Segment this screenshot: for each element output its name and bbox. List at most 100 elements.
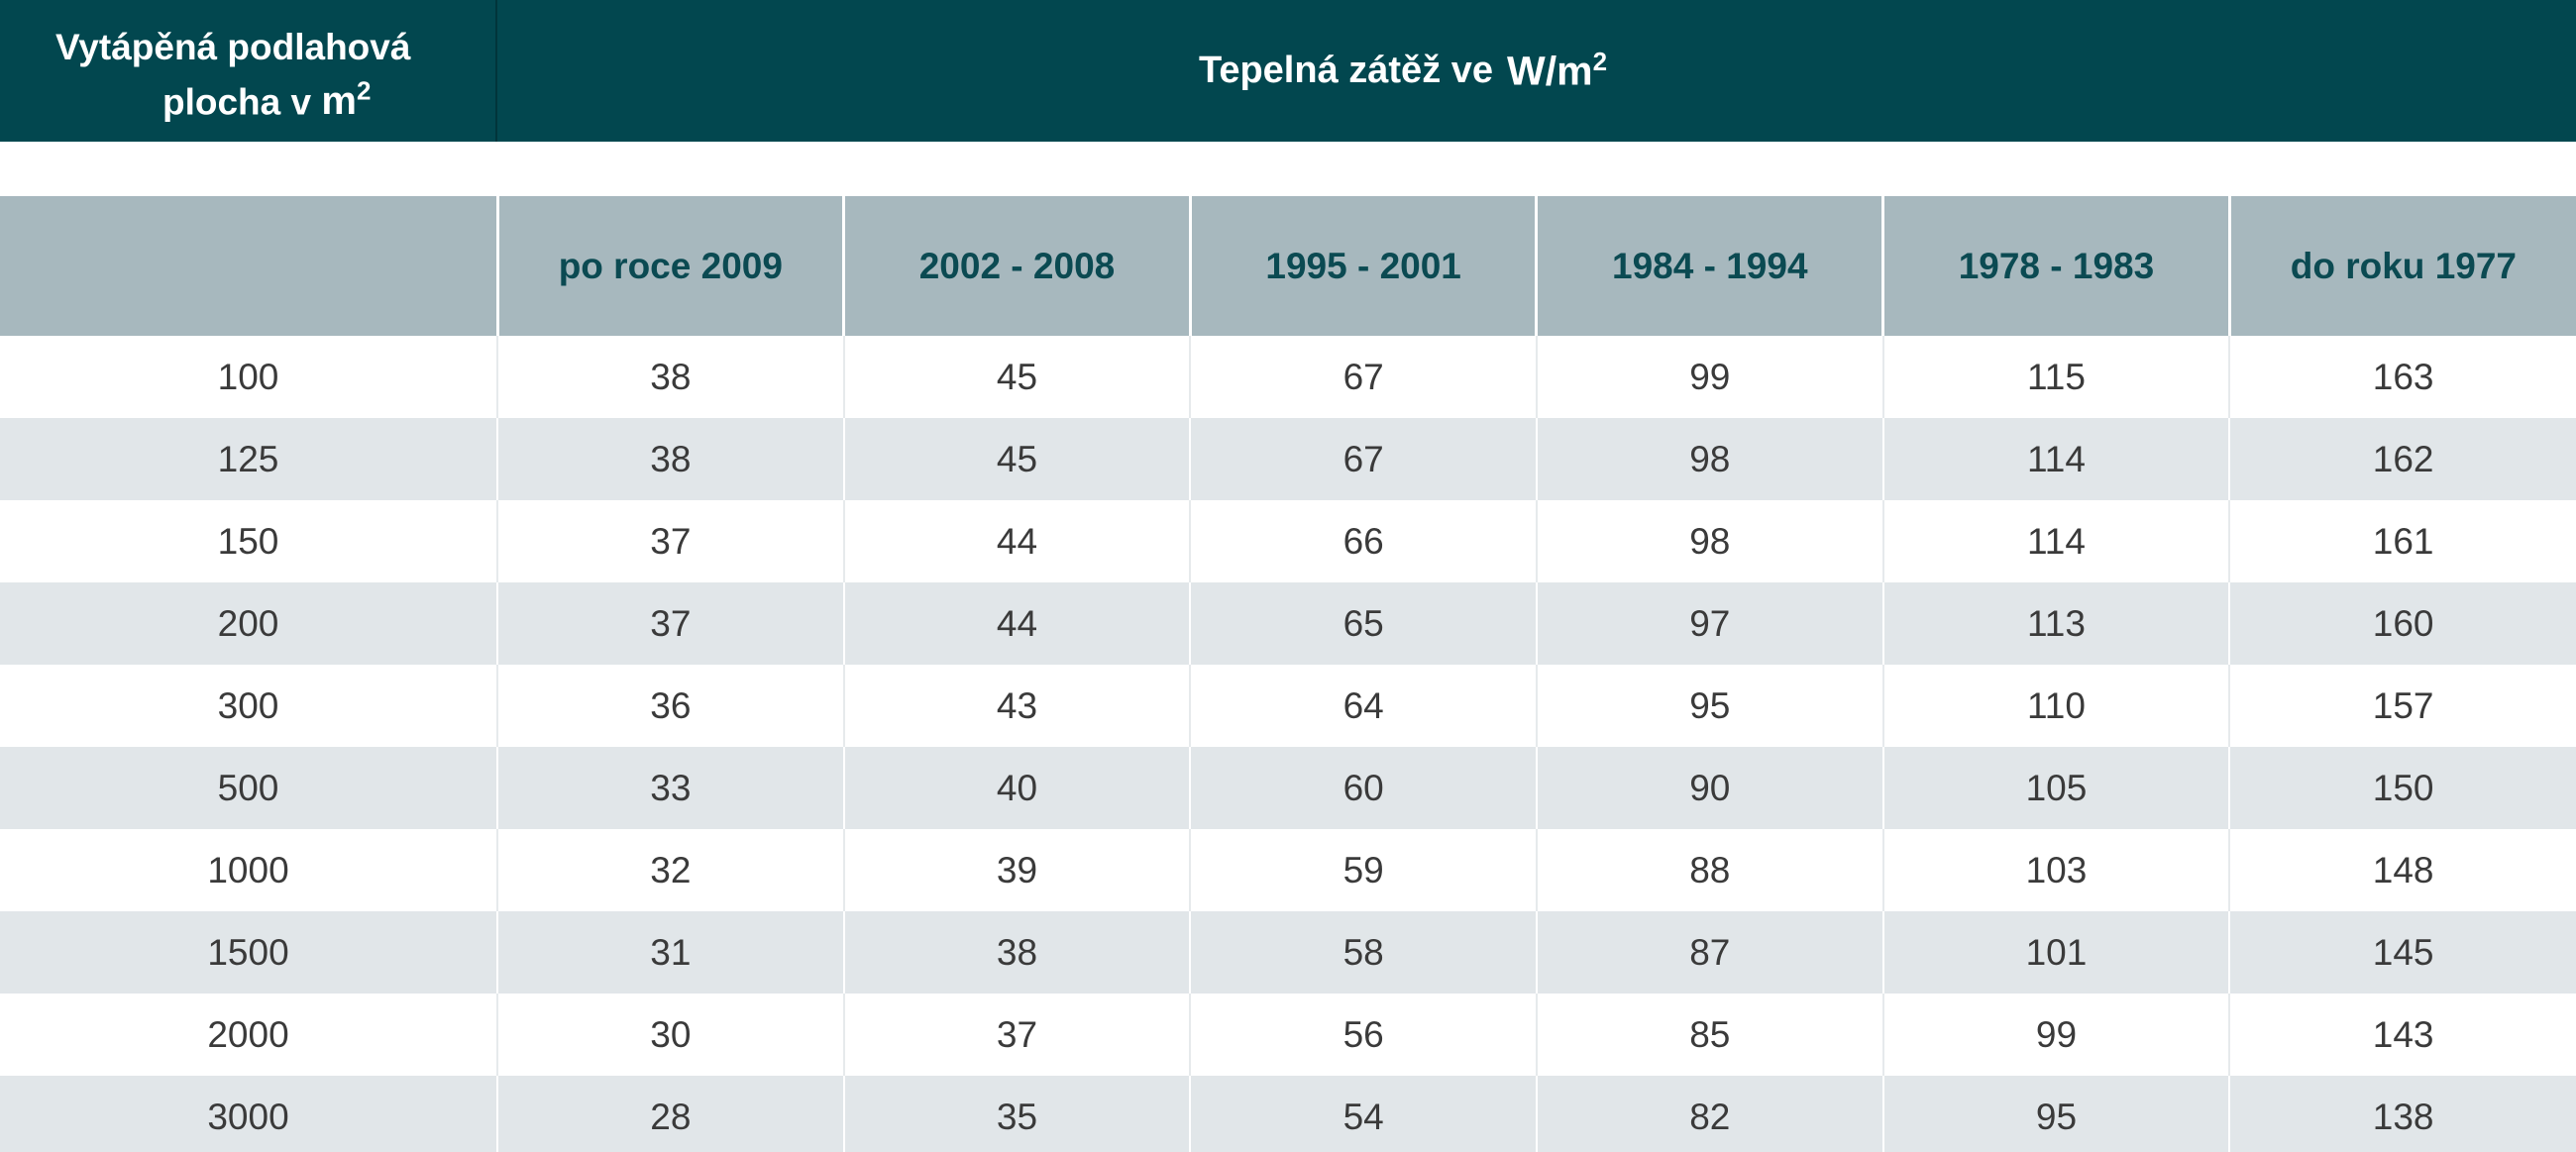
heat-load-cell: 59 (1189, 829, 1537, 911)
heat-load-cell: 88 (1535, 829, 1883, 911)
heat-load-cell: 33 (496, 747, 844, 829)
heat-load-cell: 43 (842, 665, 1191, 747)
heat-load-cell: 32 (496, 829, 844, 911)
heat-load-cell: 39 (842, 829, 1191, 911)
heat-load-cell: 99 (1881, 994, 2230, 1076)
heat-load-cell: 97 (1535, 582, 1883, 665)
area-unit: m2 (321, 76, 372, 124)
heat-load-cell: 31 (496, 911, 844, 994)
table-body: 100 38 45 67 99 115 163 125 38 45 67 98 114 162 150 37 4… (0, 336, 2576, 1152)
heat-load-cell: 162 (2228, 418, 2576, 500)
table-title-bar: Vytápěná podlahová plocha v m2 Tepelná z… (0, 0, 2576, 142)
heat-load-cell: 44 (842, 582, 1191, 665)
heat-load-cell: 38 (496, 336, 844, 418)
heat-load-cell: 36 (496, 665, 844, 747)
area-cell: 3000 (0, 1076, 497, 1152)
heat-load-cell: 45 (842, 336, 1191, 418)
year-column-header: po roce 2009 (495, 196, 844, 336)
heat-load-cell: 115 (1881, 336, 2230, 418)
table-row: 150 37 44 66 98 114 161 (0, 500, 2576, 582)
heat-load-cell: 40 (842, 747, 1191, 829)
heat-load-cell: 67 (1189, 336, 1537, 418)
heat-load-title-text: Tepelná zátěž ve (1198, 50, 1494, 91)
area-unit-exponent: 2 (356, 76, 372, 106)
heat-load-unit: W/m2 (1507, 47, 1607, 95)
heat-load-cell: 113 (1881, 582, 2230, 665)
area-title-line1: Vytápěná podlahová (55, 27, 411, 67)
heat-load-cell: 45 (842, 418, 1191, 500)
heat-load-cell: 150 (2228, 747, 2576, 829)
heat-load-cell: 85 (1535, 994, 1883, 1076)
heat-load-cell: 148 (2228, 829, 2576, 911)
table-row: 500 33 40 60 90 105 150 (0, 747, 2576, 829)
table-row: 125 38 45 67 98 114 162 (0, 418, 2576, 500)
heat-load-cell: 87 (1535, 911, 1883, 994)
heat-load-cell: 157 (2228, 665, 2576, 747)
area-column-header (0, 196, 497, 336)
heat-load-cell: 95 (1881, 1076, 2230, 1152)
heat-load-cell: 114 (1881, 500, 2230, 582)
heat-load-cell: 114 (1881, 418, 2230, 500)
heat-load-cell: 38 (496, 418, 844, 500)
year-column-header: 2002 - 2008 (842, 196, 1191, 336)
heat-load-cell: 64 (1189, 665, 1537, 747)
heat-load-cell: 67 (1189, 418, 1537, 500)
heat-load-cell: 90 (1535, 747, 1883, 829)
table-row: 200 37 44 65 97 113 160 (0, 582, 2576, 665)
heat-load-cell: 82 (1535, 1076, 1883, 1152)
heat-load-cell: 103 (1881, 829, 2230, 911)
heat-load-cell: 160 (2228, 582, 2576, 665)
year-column-header: 1995 - 2001 (1188, 196, 1537, 336)
heat-load-cell: 65 (1189, 582, 1537, 665)
heat-load-cell: 66 (1189, 500, 1537, 582)
area-cell: 150 (0, 500, 497, 582)
heat-load-unit-base: W/m (1507, 48, 1593, 94)
table-row: 300 36 43 64 95 110 157 (0, 665, 2576, 747)
heat-load-cell: 44 (842, 500, 1191, 582)
year-column-header: 1984 - 1994 (1535, 196, 1883, 336)
area-title-line2: plocha v m2 (55, 69, 495, 124)
heat-load-cell: 138 (2228, 1076, 2576, 1152)
heat-load-cell: 105 (1881, 747, 2230, 829)
heat-load-cell: 95 (1535, 665, 1883, 747)
heat-load-cell: 110 (1881, 665, 2230, 747)
area-cell: 100 (0, 336, 497, 418)
area-cell: 300 (0, 665, 497, 747)
area-cell: 1500 (0, 911, 497, 994)
area-cell: 125 (0, 418, 497, 500)
heat-load-cell: 37 (496, 582, 844, 665)
heat-load-cell: 98 (1535, 500, 1883, 582)
heat-load-cell: 60 (1189, 747, 1537, 829)
heat-load-cell: 99 (1535, 336, 1883, 418)
heat-load-cell: 37 (842, 994, 1191, 1076)
area-cell: 1000 (0, 829, 497, 911)
heat-load-cell: 37 (496, 500, 844, 582)
heat-load-cell: 56 (1189, 994, 1537, 1076)
table-row: 2000 30 37 56 85 99 143 (0, 994, 2576, 1076)
heat-load-title: Tepelná zátěž ve W/m2 (497, 0, 2576, 142)
year-column-header: 1978 - 1983 (1881, 196, 2230, 336)
area-cell: 2000 (0, 994, 497, 1076)
area-cell: 500 (0, 747, 497, 829)
table-row: 1000 32 39 59 88 103 148 (0, 829, 2576, 911)
heat-load-table: po roce 2009 2002 - 2008 1995 - 2001 1984 -… (0, 196, 2576, 1152)
heat-load-cell: 101 (1881, 911, 2230, 994)
area-title-text: plocha v (162, 81, 312, 123)
heat-load-cell: 143 (2228, 994, 2576, 1076)
area-unit-base: m (321, 79, 357, 124)
table-row: 100 38 45 67 99 115 163 (0, 336, 2576, 418)
area-cell: 200 (0, 582, 497, 665)
column-header-row: po roce 2009 2002 - 2008 1995 - 2001 1984 -… (0, 196, 2576, 336)
heat-load-cell: 54 (1189, 1076, 1537, 1152)
heat-load-cell: 145 (2228, 911, 2576, 994)
heat-load-cell: 161 (2228, 500, 2576, 582)
table-row: 1500 31 38 58 87 101 145 (0, 911, 2576, 994)
heat-load-cell: 30 (496, 994, 844, 1076)
heat-load-cell: 35 (842, 1076, 1191, 1152)
heat-load-cell: 98 (1535, 418, 1883, 500)
heat-load-cell: 58 (1189, 911, 1537, 994)
table-row: 3000 28 35 54 82 95 138 (0, 1076, 2576, 1152)
heat-load-unit-exponent: 2 (1592, 47, 1608, 77)
year-column-header: do roku 1977 (2227, 196, 2576, 336)
